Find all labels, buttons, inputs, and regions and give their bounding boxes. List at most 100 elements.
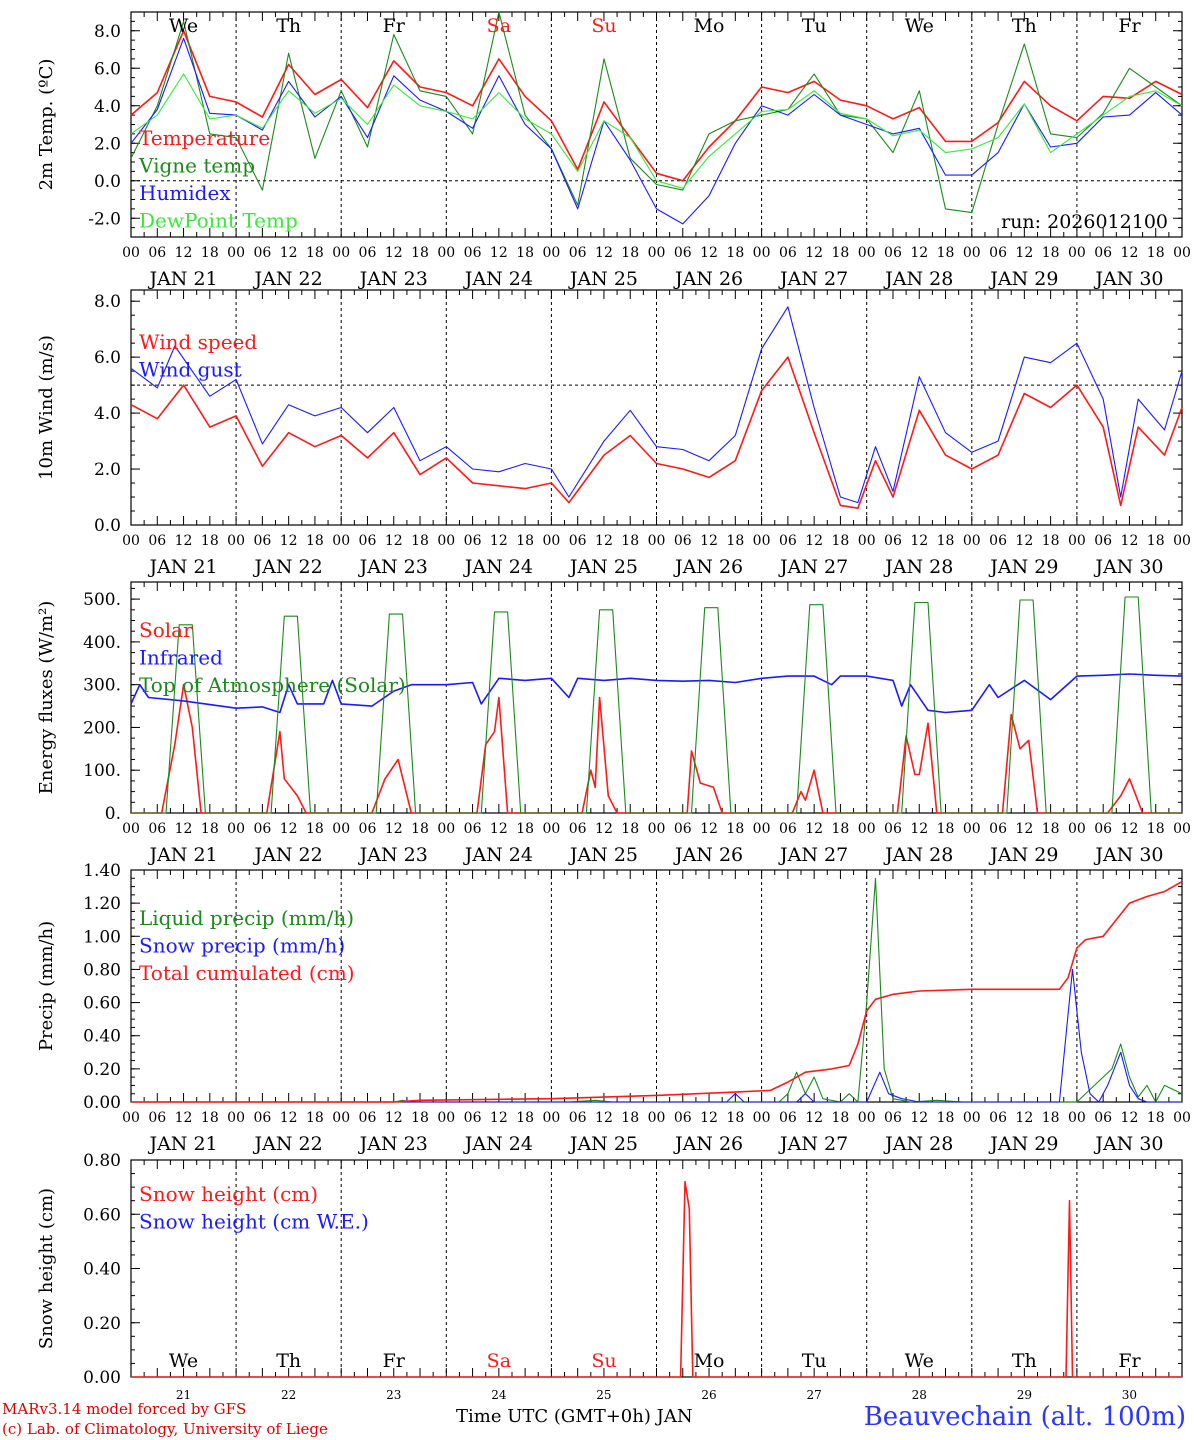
day-name: Mo: [694, 1350, 725, 1372]
x-hour-label: 18: [516, 533, 534, 549]
x-hour-label: 00: [332, 533, 350, 549]
x-hour-label: 00: [227, 533, 245, 549]
series-line-top-of-atmosphere-solar-: [131, 596, 1182, 814]
x-hour-label: 06: [148, 533, 166, 549]
x-hour-label: 18: [937, 245, 955, 261]
day-number: 26: [701, 1388, 716, 1402]
x-hour-label: 06: [359, 533, 377, 549]
x-hour-label: 00: [332, 245, 350, 261]
x-hour-label: 06: [884, 245, 902, 261]
y-tick-label: 0.40: [83, 1260, 121, 1280]
x-hour-label: 06: [148, 821, 166, 837]
x-hour-label: 06: [674, 245, 692, 261]
x-hour-label: 00: [437, 821, 455, 837]
x-date-label: JAN 26: [673, 556, 743, 578]
month-label: JAN: [656, 1406, 693, 1427]
legend-entry: Solar: [139, 618, 193, 642]
x-hour-label: 00: [1173, 821, 1191, 837]
series-line-snow-precip-mm-h-: [131, 968, 1182, 1103]
day-name: Th: [276, 15, 301, 37]
y-axis-title: Energy fluxes (W/m²): [36, 601, 57, 795]
x-date-label: JAN 29: [988, 556, 1058, 578]
x-hour-label: 06: [253, 533, 271, 549]
y-tick-label: 2.0: [94, 460, 121, 480]
x-hour-label: 12: [280, 1110, 298, 1126]
x-hour-label: 06: [359, 245, 377, 261]
y-tick-label: 8.0: [94, 22, 121, 42]
x-hour-label: 00: [122, 821, 140, 837]
x-hour-label: 00: [437, 533, 455, 549]
legend-entry: Wind gust: [139, 358, 242, 382]
x-hour-label: 18: [1147, 533, 1165, 549]
x-hour-label: 00: [1173, 1110, 1191, 1126]
x-hour-label: 06: [569, 821, 587, 837]
x-hour-label: 18: [621, 1110, 639, 1126]
x-hour-label: 12: [385, 1110, 403, 1126]
run-annotation: run: 2026012100: [1001, 211, 1168, 233]
day-number: 21: [176, 1388, 191, 1402]
x-hour-label: 00: [648, 245, 666, 261]
x-hour-label: 18: [1042, 821, 1060, 837]
x-hour-label: 00: [858, 533, 876, 549]
x-hour-label: 18: [201, 821, 219, 837]
x-hour-label: 06: [1094, 533, 1112, 549]
day-number: 29: [1017, 1388, 1032, 1402]
x-date-label: JAN 25: [568, 1133, 638, 1155]
x-hour-label: 18: [306, 533, 324, 549]
legend-entry: Snow height (cm W.E.): [139, 1210, 369, 1234]
x-hour-label: 18: [621, 533, 639, 549]
y-tick-label: 0.60: [83, 994, 121, 1014]
x-hour-label: 18: [1042, 533, 1060, 549]
x-hour-label: 18: [832, 533, 850, 549]
x-hour-label: 06: [359, 821, 377, 837]
x-hour-label: 00: [122, 533, 140, 549]
day-number: 24: [491, 1388, 507, 1402]
x-hour-label: 06: [148, 1110, 166, 1126]
x-hour-label: 00: [122, 245, 140, 261]
x-date-label: JAN 22: [253, 556, 323, 578]
legend-entry: Top of Atmosphere (Solar): [139, 673, 406, 697]
x-hour-label: 00: [753, 245, 771, 261]
x-hour-label: 06: [989, 533, 1007, 549]
x-date-label: JAN 23: [358, 844, 428, 866]
x-hour-label: 18: [832, 245, 850, 261]
x-hour-label: 18: [832, 1110, 850, 1126]
x-hour-label: 06: [359, 1110, 377, 1126]
day-name: Fr: [1118, 1350, 1141, 1372]
x-hour-label: 06: [1094, 1110, 1112, 1126]
y-tick-label: 0.0: [94, 172, 121, 192]
x-date-label: JAN 28: [883, 1133, 953, 1155]
x-hour-label: 06: [674, 1110, 692, 1126]
x-date-label: JAN 24: [463, 844, 533, 866]
x-hour-label: 00: [963, 533, 981, 549]
day-name: Th: [276, 1350, 301, 1372]
legend-entry: Snow height (cm): [139, 1182, 318, 1206]
station-name: Beauvechain (alt. 100m): [863, 1402, 1186, 1432]
y-tick-label: 300.: [83, 676, 121, 696]
x-date-label: JAN 23: [358, 268, 428, 290]
series-line-wind-gust: [130, 306, 1183, 504]
x-hour-label: 12: [280, 821, 298, 837]
x-date-label: JAN 22: [253, 844, 323, 866]
x-hour-label: 00: [437, 1110, 455, 1126]
x-date-label: JAN 25: [568, 844, 638, 866]
x-date-label: JAN 27: [778, 1133, 848, 1155]
x-hour-label: 06: [464, 1110, 482, 1126]
x-hour-label: 12: [1121, 821, 1139, 837]
day-name: Mo: [694, 15, 725, 37]
x-hour-label: 00: [332, 1110, 350, 1126]
x-hour-label: 18: [621, 821, 639, 837]
x-hour-label: 12: [805, 533, 823, 549]
x-hour-label: 06: [884, 821, 902, 837]
x-hour-label: 06: [674, 821, 692, 837]
x-hour-label: 18: [1042, 1110, 1060, 1126]
x-hour-label: 00: [1173, 245, 1191, 261]
x-hour-label: 18: [516, 245, 534, 261]
x-date-label: JAN 30: [1093, 268, 1163, 290]
y-axis-title: 10m Wind (m/s): [36, 335, 57, 480]
x-hour-label: 18: [832, 821, 850, 837]
y-tick-label: 4.0: [94, 404, 121, 424]
x-hour-label: 18: [937, 1110, 955, 1126]
x-hour-label: 00: [542, 1110, 560, 1126]
